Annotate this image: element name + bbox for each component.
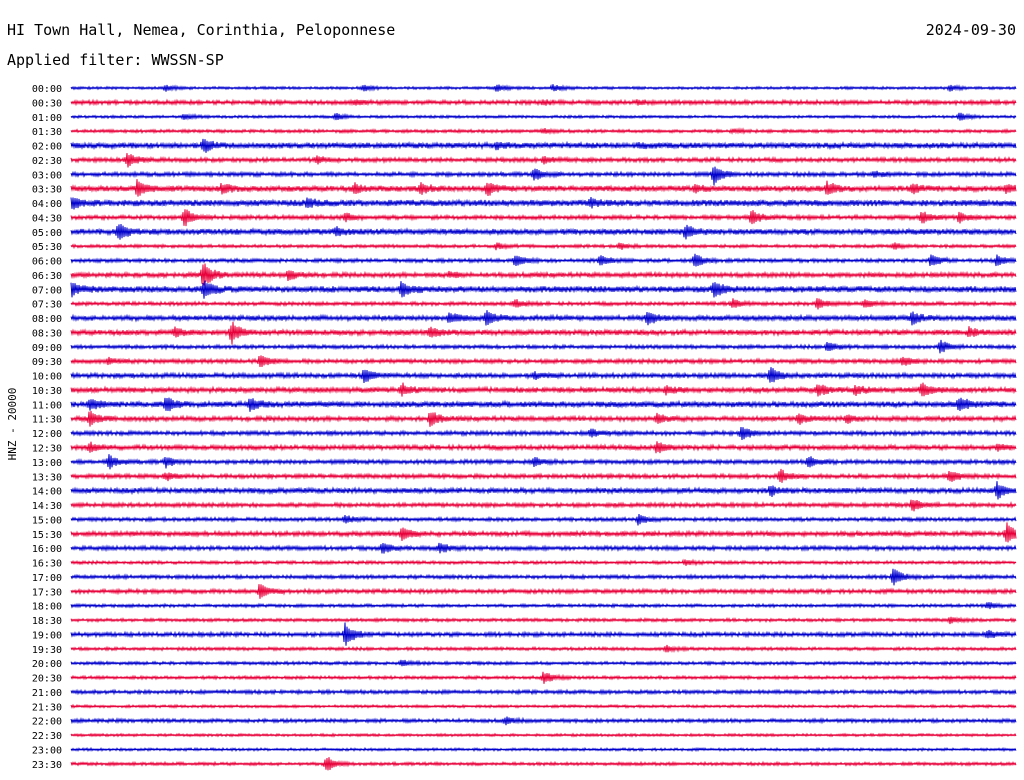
time-label: 00:00 <box>32 84 62 95</box>
time-label: 21:30 <box>32 702 62 713</box>
time-label: 01:30 <box>32 127 62 138</box>
time-label: 07:30 <box>32 300 62 311</box>
time-label: 23:00 <box>32 745 62 756</box>
time-label: 02:00 <box>32 142 62 153</box>
time-label: 22:00 <box>32 717 62 728</box>
time-label: 20:00 <box>32 659 62 670</box>
time-label: 06:30 <box>32 271 62 282</box>
time-label: 23:30 <box>32 760 62 771</box>
time-label: 18:00 <box>32 602 62 613</box>
time-label: 09:30 <box>32 357 62 368</box>
trace-line <box>70 321 1017 345</box>
time-label: 18:30 <box>32 616 62 627</box>
time-label: 05:00 <box>32 228 62 239</box>
time-label: 11:00 <box>32 400 62 411</box>
time-label: 11:30 <box>32 415 62 426</box>
filter-label: Applied filter: WWSSN-SP <box>7 51 224 69</box>
time-label: 09:00 <box>32 343 62 354</box>
time-label: 16:00 <box>32 544 62 555</box>
trace-line <box>70 522 1017 543</box>
time-label: 19:00 <box>32 630 62 641</box>
time-label: 12:00 <box>32 429 62 440</box>
time-label: 08:00 <box>32 314 62 325</box>
time-label: 21:00 <box>32 688 62 699</box>
time-label: 13:30 <box>32 472 62 483</box>
time-label: 10:30 <box>32 386 62 397</box>
time-label: 19:30 <box>32 645 62 656</box>
trace-line <box>70 166 1017 186</box>
station-title: HI Town Hall, Nemea, Corinthia, Peloponn… <box>7 21 396 39</box>
date-label: 2024-09-30 <box>925 21 1016 39</box>
time-label: 13:00 <box>32 458 62 469</box>
trace-group <box>70 84 1017 771</box>
time-label: 22:30 <box>32 731 62 742</box>
time-label: 20:30 <box>32 674 62 685</box>
time-label: 01:00 <box>32 113 62 124</box>
trace-line <box>70 367 1017 383</box>
time-label: 12:30 <box>32 444 62 455</box>
time-label-group: 00:00 00:30 01:00 01:30 02:00 02:30 03:00 03:30… <box>32 84 62 771</box>
time-label: 03:30 <box>32 185 62 196</box>
y-axis-label: HNZ - 20000 <box>6 388 19 461</box>
time-label: 02:30 <box>32 156 62 167</box>
time-label: 10:00 <box>32 372 62 383</box>
time-label: 15:00 <box>32 515 62 526</box>
time-label: 06:00 <box>32 257 62 268</box>
time-label: 16:30 <box>32 559 62 570</box>
time-label: 17:00 <box>32 573 62 584</box>
time-label: 03:00 <box>32 170 62 181</box>
time-label: 07:00 <box>32 285 62 296</box>
time-label: 15:30 <box>32 530 62 541</box>
time-label: 05:30 <box>32 242 62 253</box>
time-label: 04:30 <box>32 213 62 224</box>
time-label: 04:00 <box>32 199 62 210</box>
time-label: 08:30 <box>32 328 62 339</box>
trace-line <box>70 280 1017 299</box>
time-label: 14:00 <box>32 487 62 498</box>
time-label: 14:30 <box>32 501 62 512</box>
time-label: 00:30 <box>32 98 62 109</box>
trace-line <box>70 179 1017 197</box>
time-label: 17:30 <box>32 587 62 598</box>
